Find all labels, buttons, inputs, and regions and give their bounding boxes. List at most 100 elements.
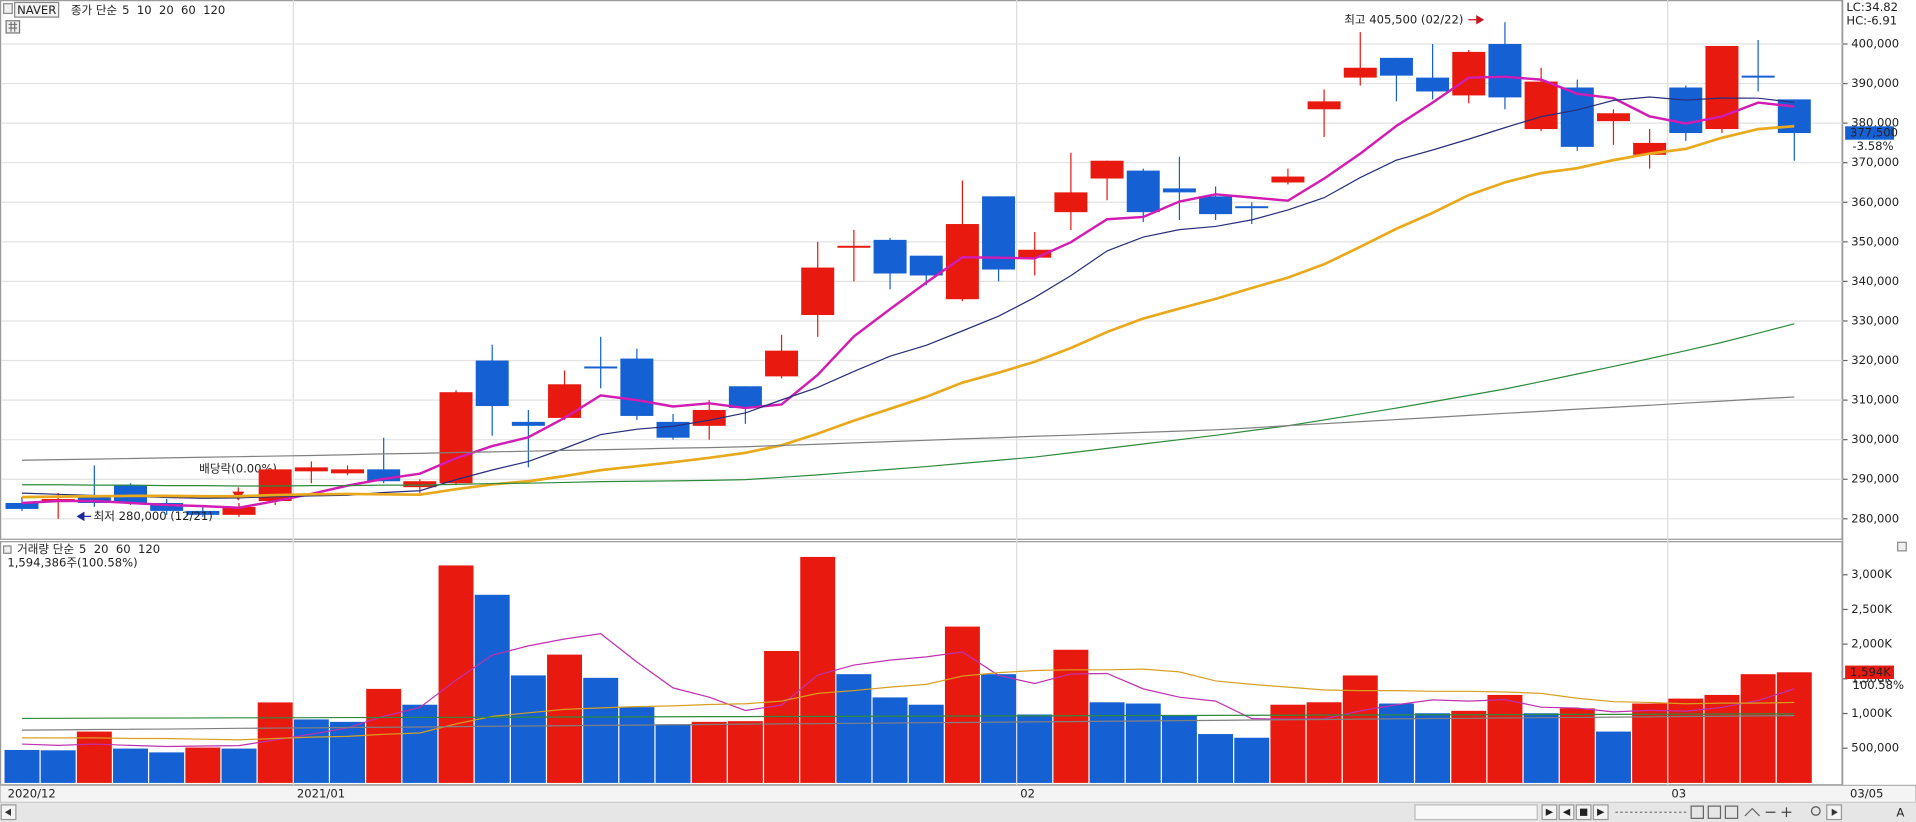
legend-item: 120 xyxy=(203,3,225,17)
y-tick-label: 350,000 xyxy=(1851,234,1899,248)
candle-body xyxy=(801,267,835,316)
volume-bar xyxy=(1632,703,1668,783)
candle-body xyxy=(1343,67,1377,78)
candle-body xyxy=(1126,170,1160,213)
candle-body xyxy=(1235,206,1269,209)
volume-bar xyxy=(1595,731,1631,783)
volume-bar xyxy=(619,707,655,783)
legend-item: 60 xyxy=(181,3,196,17)
panel-menu[interactable] xyxy=(1897,541,1907,552)
volume-bar xyxy=(1704,694,1740,783)
candle-body xyxy=(945,224,979,300)
chart-icon[interactable] xyxy=(1744,807,1761,817)
layout-icon[interactable] xyxy=(1690,805,1704,819)
legend-item: 120 xyxy=(138,542,160,556)
symbol-box xyxy=(14,1,60,18)
volume-bar xyxy=(1776,672,1812,783)
volume-bar xyxy=(293,719,329,783)
legend-item: 20 xyxy=(159,3,174,17)
y-tick-label: 3,000K xyxy=(1851,567,1892,581)
legend-label: 거래량 단순 xyxy=(17,542,74,556)
y-tick-label: 340,000 xyxy=(1851,274,1899,288)
volume-bar xyxy=(1161,715,1197,783)
grid-icon[interactable] xyxy=(5,20,21,34)
layout-icon[interactable] xyxy=(1707,805,1722,819)
volume-bar xyxy=(366,688,402,783)
volume-bar xyxy=(1740,674,1776,783)
ma-line xyxy=(21,124,1795,499)
y-tick-label: 280,000 xyxy=(1851,511,1899,525)
last-value-label: 1,594K xyxy=(1850,665,1891,679)
volume-bar xyxy=(1451,710,1487,783)
volume-bar xyxy=(1089,702,1125,783)
volume-bar xyxy=(149,752,185,783)
candle-body xyxy=(5,502,39,509)
candle-body xyxy=(584,366,618,369)
lc-label: LC:34.82 xyxy=(1846,0,1898,14)
volume-bar xyxy=(583,677,619,783)
y-tick-label: 390,000 xyxy=(1851,76,1899,90)
x-tick-label: 02 xyxy=(1020,786,1035,800)
panel-toggle[interactable] xyxy=(3,3,13,15)
candle-body xyxy=(1090,160,1124,179)
y-tick-label: 2,000K xyxy=(1851,637,1892,651)
candle-body xyxy=(873,239,907,274)
candle-body xyxy=(548,384,582,418)
volume-bar xyxy=(727,721,763,783)
volume-bar xyxy=(1559,708,1595,783)
zoom-buttons[interactable] xyxy=(1765,807,1792,818)
ma-line xyxy=(21,96,1795,499)
y-tick-label: 290,000 xyxy=(1851,472,1899,486)
volume-bar xyxy=(474,594,510,783)
arrow-icon xyxy=(1831,808,1838,816)
volume-bar xyxy=(944,626,980,783)
candle-body xyxy=(1633,142,1667,155)
arrow-icon xyxy=(4,808,11,816)
candle-body xyxy=(1596,113,1630,122)
volume-bar xyxy=(908,704,944,783)
candle-body xyxy=(1452,51,1486,96)
y-tick-label: 300,000 xyxy=(1851,432,1899,446)
ma-line xyxy=(21,713,1795,720)
legend-item: 10 xyxy=(137,3,152,17)
gridlines xyxy=(1,0,1843,786)
hc-label: HC:-6.91 xyxy=(1846,13,1897,27)
candle-body xyxy=(1271,176,1305,183)
font-button[interactable]: A xyxy=(1896,805,1904,819)
volume-bar xyxy=(402,704,438,783)
candle-body xyxy=(1488,43,1522,98)
ma-line xyxy=(21,715,1795,731)
y-tick-label: 370,000 xyxy=(1851,155,1899,169)
layout-icon[interactable] xyxy=(1724,805,1739,819)
volume-bar xyxy=(1523,713,1559,783)
volume-bar xyxy=(1125,703,1161,783)
volume-bar xyxy=(1378,703,1414,783)
y-tick-label: 360,000 xyxy=(1851,195,1899,209)
panel-toggle[interactable] xyxy=(3,545,12,554)
candle-body xyxy=(1018,249,1052,258)
date-axis xyxy=(0,784,1916,804)
candle-body xyxy=(1379,57,1413,76)
volume-bar xyxy=(4,749,40,783)
volume-bar xyxy=(510,675,546,783)
volume-bar xyxy=(1415,713,1451,783)
ma-line xyxy=(21,75,1795,509)
search-icon[interactable] xyxy=(1810,806,1821,816)
low-arrow xyxy=(76,511,92,522)
volume-bar xyxy=(221,748,257,783)
ma-line xyxy=(21,396,1795,461)
volume-bar xyxy=(1487,694,1523,783)
candle-body xyxy=(909,255,943,276)
volume-bar xyxy=(438,565,474,783)
bottom-toolbar xyxy=(0,802,1916,822)
scroll-thumb[interactable] xyxy=(1414,804,1538,821)
candle-body xyxy=(186,510,220,515)
candle-body xyxy=(294,467,328,472)
last-value-label: 377,500 xyxy=(1850,126,1898,140)
volume-bar xyxy=(1668,698,1704,783)
volume-bar xyxy=(800,556,836,783)
y-tick-label: 330,000 xyxy=(1851,313,1899,327)
legend-item: 20 xyxy=(94,542,109,556)
candle-body xyxy=(765,350,799,377)
